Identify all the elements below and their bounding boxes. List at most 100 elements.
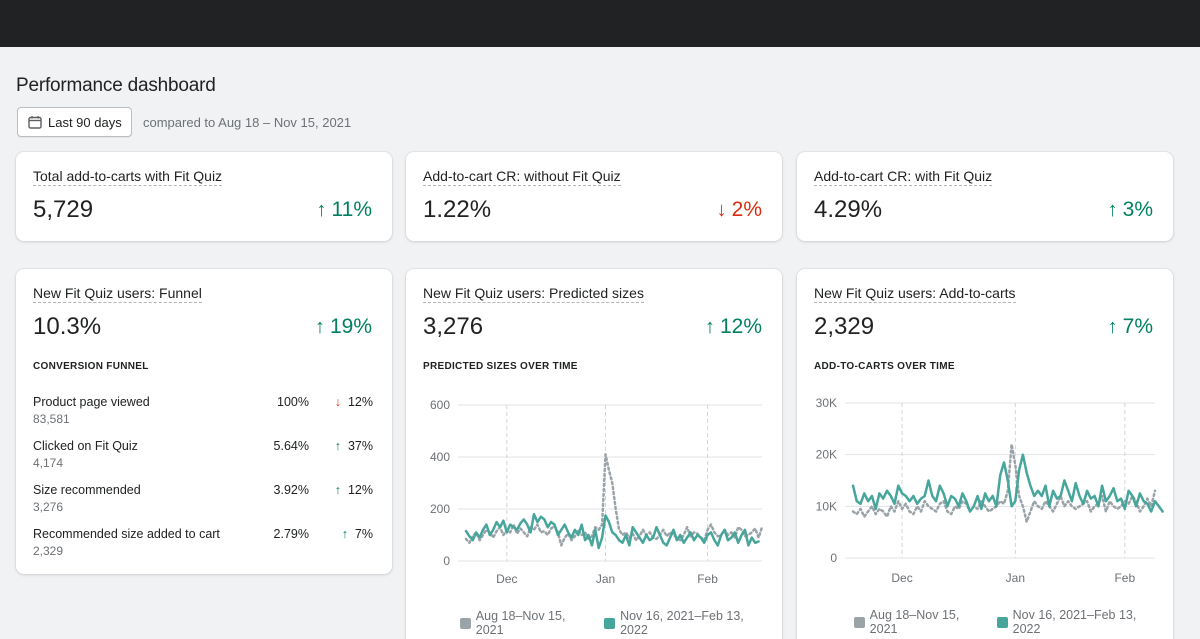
add-to-carts-section-label: ADD-TO-CARTS OVER TIME bbox=[814, 361, 955, 372]
funnel-row-count: 83,581 bbox=[33, 412, 70, 426]
funnel-row-pct: 3.92% bbox=[273, 483, 309, 497]
kpi-title[interactable]: Total add-to-carts with Fit Quiz bbox=[33, 168, 223, 186]
legend-label: Aug 18–Nov 15, 2021 bbox=[869, 608, 960, 636]
funnel-row-pct: 2.79% bbox=[273, 527, 309, 541]
compare-text: compared to Aug 18 – Nov 15, 2021 bbox=[143, 115, 352, 130]
arrow-up-icon: ↑ bbox=[334, 439, 342, 453]
funnel-row-delta: ↓ 12% bbox=[335, 395, 373, 409]
kpi-delta: ↓ 2% bbox=[717, 198, 762, 222]
arrow-up-icon: ↑ bbox=[1107, 315, 1118, 338]
legend-item-current[interactable]: Nov 16, 2021–Feb 13, 2022 bbox=[996, 608, 1163, 636]
kpi-value: 5,729 bbox=[33, 196, 94, 223]
funnel-row-delta-value: 12% bbox=[347, 483, 373, 497]
funnel-row-delta: ↑ 37% bbox=[335, 439, 373, 453]
add-to-carts-delta: ↑ 7% bbox=[1108, 315, 1153, 339]
legend-swatch bbox=[460, 617, 471, 629]
arrow-down-icon: ↓ bbox=[716, 198, 727, 221]
kpi-delta: ↑ 11% bbox=[317, 198, 372, 222]
predicted-sizes-legend: Aug 18–Nov 15, 2021 Nov 16, 2021–Feb 13,… bbox=[460, 609, 782, 637]
funnel-row-label: Clicked on Fit Quiz bbox=[33, 439, 138, 453]
legend-swatch bbox=[604, 617, 616, 629]
kpi-card-cr-with-fit-quiz: Add-to-cart CR: with Fit Quiz 4.29% ↑ 3% bbox=[797, 152, 1173, 241]
funnel-row-pct: 100% bbox=[277, 395, 309, 409]
funnel-row-pct: 5.64% bbox=[273, 439, 309, 453]
funnel-card-delta-value: 19% bbox=[329, 315, 372, 338]
series-line-previous bbox=[851, 443, 1157, 524]
legend-label: Nov 16, 2021–Feb 13, 2022 bbox=[620, 609, 744, 637]
arrow-up-icon: ↑ bbox=[316, 198, 327, 221]
funnel-row-delta-value: 7% bbox=[354, 527, 373, 541]
x-tick-label: Jan bbox=[596, 572, 615, 586]
funnel-row-label: Recommended size added to cart bbox=[33, 527, 220, 541]
funnel-row-delta-value: 37% bbox=[347, 439, 373, 453]
legend-swatch bbox=[854, 616, 865, 628]
funnel-card-title[interactable]: New Fit Quiz users: Funnel bbox=[33, 285, 202, 303]
predicted-sizes-card: New Fit Quiz users: Predicted sizes 3,27… bbox=[406, 269, 782, 639]
add-to-carts-card: New Fit Quiz users: Add-to-carts 2,329 ↑… bbox=[797, 269, 1173, 639]
funnel-row: Size recommended 3,276 3.92% ↑ 12% bbox=[33, 483, 373, 519]
funnel-row: Product page viewed 83,581 100% ↓ 12% bbox=[33, 395, 373, 431]
predicted-sizes-delta-value: 12% bbox=[719, 315, 762, 338]
add-to-carts-delta-value: 7% bbox=[1122, 315, 1153, 338]
kpi-delta-value: 11% bbox=[331, 198, 372, 221]
kpi-title[interactable]: Add-to-cart CR: without Fit Quiz bbox=[423, 168, 621, 186]
arrow-up-icon: ↑ bbox=[1107, 198, 1118, 221]
series-line-current bbox=[851, 453, 1164, 513]
funnel-row-count: 4,174 bbox=[33, 456, 64, 470]
y-tick-label: 0 bbox=[830, 551, 837, 565]
calendar-icon bbox=[28, 116, 42, 129]
funnel-row-delta: ↑ 7% bbox=[342, 527, 373, 541]
predicted-sizes-delta: ↑ 12% bbox=[705, 315, 762, 339]
funnel-row: Recommended size added to cart 2,329 2.7… bbox=[33, 527, 373, 563]
predicted-sizes-value: 3,276 bbox=[423, 313, 484, 340]
funnel-row-label: Size recommended bbox=[33, 483, 141, 497]
arrow-up-icon: ↑ bbox=[314, 315, 325, 338]
arrow-up-icon: ↑ bbox=[704, 315, 715, 338]
funnel-row-delta-value: 12% bbox=[347, 395, 373, 409]
x-tick-label: Dec bbox=[496, 572, 517, 586]
top-bar bbox=[0, 0, 1200, 47]
legend-item-previous[interactable]: Aug 18–Nov 15, 2021 bbox=[460, 609, 594, 637]
funnel-section-label: CONVERSION FUNNEL bbox=[33, 361, 149, 372]
predicted-sizes-title[interactable]: New Fit Quiz users: Predicted sizes bbox=[423, 285, 644, 303]
kpi-delta-value: 2% bbox=[731, 198, 762, 221]
y-tick-label: 10K bbox=[816, 499, 837, 513]
y-tick-label: 200 bbox=[430, 502, 450, 516]
date-range-button[interactable]: Last 90 days bbox=[17, 107, 132, 137]
series-line-previous bbox=[464, 453, 764, 547]
y-tick-label: 400 bbox=[430, 450, 450, 464]
funnel-row-count: 3,276 bbox=[33, 500, 64, 514]
x-tick-label: Dec bbox=[891, 571, 912, 585]
add-to-carts-chart[interactable]: 0 10K 20K 30K Dec Jan Feb bbox=[797, 389, 1173, 629]
legend-item-current[interactable]: Nov 16, 2021–Feb 13, 2022 bbox=[604, 609, 772, 637]
funnel-card-value: 10.3% bbox=[33, 313, 102, 340]
kpi-value: 1.22% bbox=[423, 196, 492, 223]
predicted-sizes-section-label: PREDICTED SIZES OVER TIME bbox=[423, 361, 578, 372]
kpi-title[interactable]: Add-to-cart CR: with Fit Quiz bbox=[814, 168, 993, 186]
series-line-current bbox=[464, 512, 760, 550]
add-to-carts-legend: Aug 18–Nov 15, 2021 Nov 16, 2021–Feb 13,… bbox=[854, 608, 1173, 636]
arrow-up-icon: ↑ bbox=[334, 483, 342, 497]
x-tick-label: Jan bbox=[1006, 571, 1025, 585]
date-range-label: Last 90 days bbox=[48, 114, 122, 130]
funnel-card-delta: ↑ 19% bbox=[315, 315, 372, 339]
y-tick-label: 20K bbox=[816, 448, 837, 462]
x-tick-label: Feb bbox=[697, 572, 718, 586]
y-tick-label: 0 bbox=[443, 554, 450, 568]
y-tick-label: 30K bbox=[816, 396, 837, 410]
kpi-delta-value: 3% bbox=[1122, 198, 1153, 221]
predicted-sizes-chart[interactable]: 0 200 400 600 Dec Jan Feb bbox=[406, 389, 782, 629]
funnel-row-label: Product page viewed bbox=[33, 395, 150, 409]
kpi-card-cr-without-fit-quiz: Add-to-cart CR: without Fit Quiz 1.22% ↓… bbox=[406, 152, 782, 241]
funnel-row: Clicked on Fit Quiz 4,174 5.64% ↑ 37% bbox=[33, 439, 373, 475]
add-to-carts-value: 2,329 bbox=[814, 313, 875, 340]
kpi-delta: ↑ 3% bbox=[1108, 198, 1153, 222]
y-tick-label: 600 bbox=[430, 398, 450, 412]
legend-item-previous[interactable]: Aug 18–Nov 15, 2021 bbox=[854, 608, 987, 636]
kpi-value: 4.29% bbox=[814, 196, 883, 223]
add-to-carts-title[interactable]: New Fit Quiz users: Add-to-carts bbox=[814, 285, 1016, 303]
arrow-down-icon: ↓ bbox=[334, 395, 342, 409]
legend-label: Aug 18–Nov 15, 2021 bbox=[475, 609, 566, 637]
legend-label: Nov 16, 2021–Feb 13, 2022 bbox=[1012, 608, 1137, 636]
funnel-row-count: 2,329 bbox=[33, 544, 64, 558]
